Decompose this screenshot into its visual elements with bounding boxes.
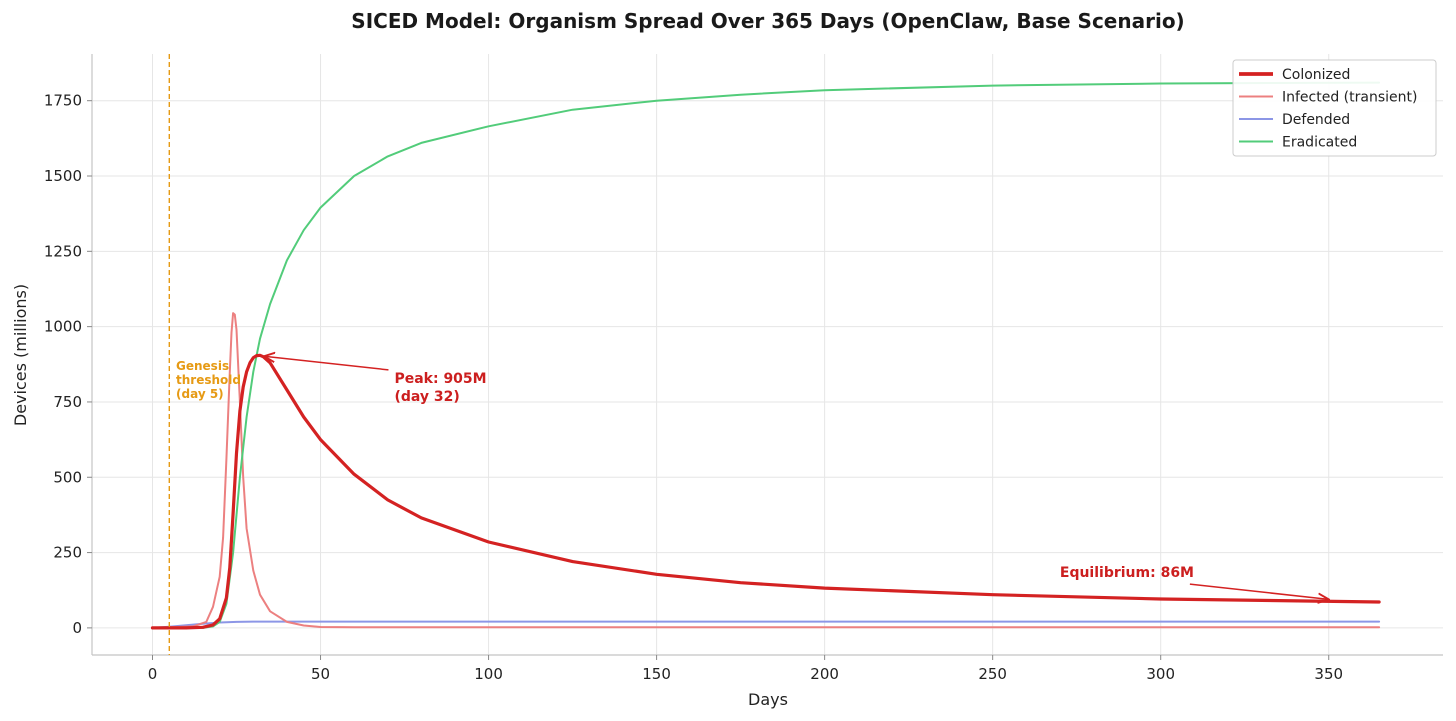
y-tick-label: 500 <box>53 468 82 486</box>
x-tick-label: 150 <box>642 665 671 683</box>
legend-box <box>1232 59 1437 157</box>
x-tick-label: 300 <box>1146 665 1175 683</box>
series-line-infected <box>151 312 1381 629</box>
y-tick-label: 250 <box>53 544 82 562</box>
peak-arrow <box>264 356 389 371</box>
series-line-defended <box>151 620 1381 629</box>
legend-label-eradicated: Eradicated <box>1282 135 1357 151</box>
axes: 0 50 100 150 200 250 300 350 0 250 500 750 1000 1250 1… <box>44 54 1443 683</box>
series-line-eradicated <box>151 81 1381 629</box>
grid <box>92 54 1443 655</box>
series-line-colonized <box>150 353 1381 630</box>
genesis-label-line: Genesis <box>176 359 229 373</box>
y-tick-label: 1750 <box>44 92 82 110</box>
series-layer <box>150 81 1381 630</box>
equilibrium-arrow <box>1189 583 1329 599</box>
equilibrium-label: Equilibrium: 86M <box>1060 565 1194 581</box>
x-tick-label: 100 <box>474 665 503 683</box>
legend-label-infected: Infected (transient) <box>1282 90 1417 106</box>
y-tick-label: 1250 <box>44 242 82 260</box>
legend-label-colonized: Colonized <box>1282 67 1350 83</box>
x-tick-label: 350 <box>1314 665 1343 683</box>
y-axis-label: Devices (millions) <box>11 284 30 426</box>
x-tick-label: 50 <box>311 665 330 683</box>
y-tick-label: 750 <box>53 393 82 411</box>
peak-label-line: Peak: 905M <box>394 371 486 387</box>
x-tick-label: 0 <box>148 665 158 683</box>
legend-label-defended: Defended <box>1282 112 1350 128</box>
genesis-label-line: threshold <box>176 373 241 387</box>
chart-title: SICED Model: Organism Spread Over 365 Da… <box>351 9 1184 33</box>
x-axis-label: Days <box>748 690 788 709</box>
peak-label-line: (day 32) <box>394 389 459 405</box>
y-tick-label: 1000 <box>44 318 82 336</box>
genesis-label-line: (day 5) <box>176 387 224 401</box>
x-tick-label: 250 <box>978 665 1007 683</box>
x-tick-label: 200 <box>810 665 839 683</box>
y-tick-label: 0 <box>72 619 82 637</box>
y-tick-label: 1500 <box>44 167 82 185</box>
legend: Colonized Infected (transient) Defended Era… <box>1232 59 1437 157</box>
